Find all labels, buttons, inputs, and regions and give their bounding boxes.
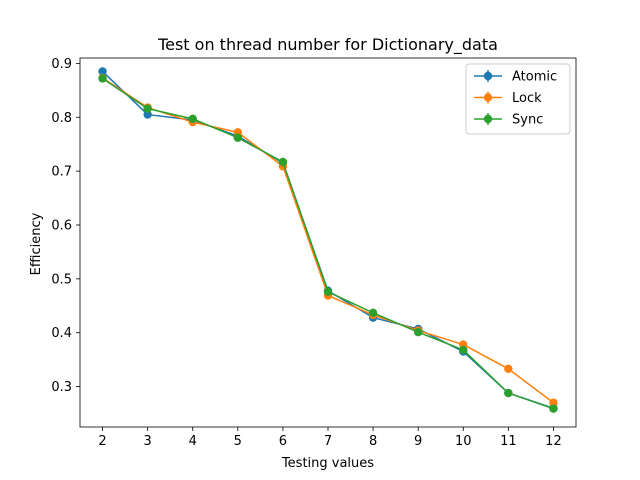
legend: Atomic Lock Sync — [465, 63, 571, 135]
data-point-sync — [413, 327, 423, 337]
x-tick-label: 2 — [98, 434, 106, 449]
y-tick-label: 0.7 — [51, 165, 72, 180]
x-tick-label: 9 — [414, 434, 422, 449]
x-tick-label: 10 — [455, 434, 472, 449]
y-tick-label: 0.3 — [51, 380, 72, 395]
data-point-sync — [459, 345, 468, 355]
legend-label-lock: Lock — [512, 91, 542, 106]
data-point-sync — [233, 133, 243, 142]
y-tick-label: 0.9 — [51, 57, 72, 72]
x-tick-label: 11 — [500, 434, 517, 449]
x-tick-label: 7 — [324, 434, 332, 449]
data-point-sync — [143, 104, 152, 113]
data-point-lock — [504, 364, 513, 374]
legend-label-sync: Sync — [512, 113, 543, 128]
data-point-atomic — [98, 67, 107, 76]
plot-area: 2 3 4 5 6 7 8 9 10 11 12 0.3 0.4 0.5 0.6 0.7 0.8 0.9 — [51, 57, 577, 449]
legend-marker-atomic — [483, 71, 493, 81]
chart-title: Test on thread number for Dictionary_dat… — [157, 35, 498, 55]
y-tick-label: 0.5 — [51, 272, 72, 287]
x-tick-label: 12 — [545, 434, 562, 449]
y-tick-label: 0.4 — [51, 326, 72, 341]
data-point-sync — [98, 74, 107, 83]
x-tick-label: 3 — [143, 434, 151, 449]
legend-box — [465, 63, 571, 135]
legend-marker-sync — [483, 114, 493, 124]
y-tick-label: 0.6 — [51, 218, 72, 233]
data-point-sync — [188, 114, 197, 124]
legend-marker-lock — [483, 93, 493, 102]
y-axis-label: Efficiency — [29, 212, 44, 275]
x-tick-label: 5 — [234, 434, 242, 449]
legend-label-atomic: Atomic — [512, 70, 557, 85]
data-point-sync — [323, 287, 333, 296]
x-tick-label: 8 — [369, 434, 377, 449]
x-tick-label: 6 — [279, 434, 287, 449]
x-tick-label: 4 — [189, 434, 197, 449]
data-point-lock — [549, 398, 558, 407]
x-axis-label: Testing values — [281, 456, 374, 471]
data-point-atomic — [143, 110, 152, 119]
data-point-sync — [368, 308, 378, 317]
data-point-sync — [549, 404, 558, 413]
y-tick-label: 0.8 — [51, 111, 72, 126]
data-point-sync — [278, 157, 288, 167]
data-point-sync — [504, 388, 513, 398]
